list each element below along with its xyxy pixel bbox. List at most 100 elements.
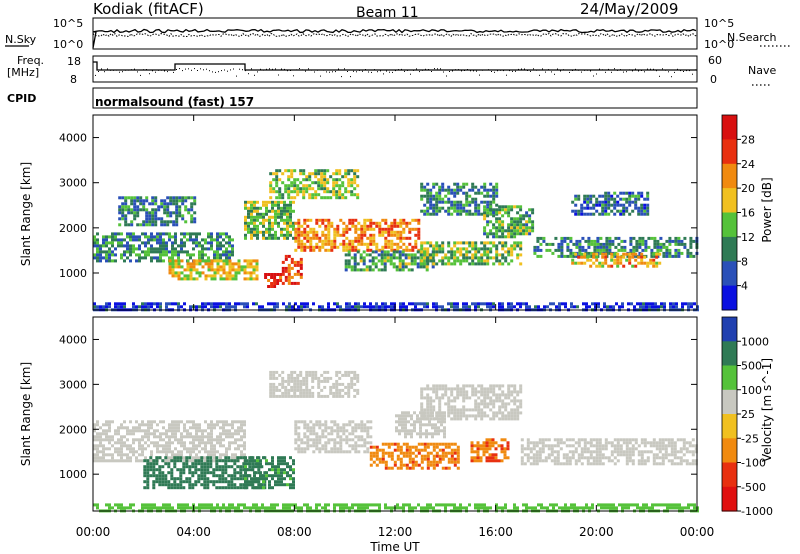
heatmap-cell — [351, 429, 355, 433]
heatmap-cell — [192, 447, 195, 451]
heatmap-cell — [423, 256, 427, 260]
heatmap-cell — [247, 224, 250, 228]
heatmap-cell — [153, 247, 156, 251]
heatmap-cell — [583, 200, 587, 204]
heatmap-cell — [323, 190, 327, 194]
heatmap-cell — [177, 244, 180, 248]
heatmap-cell — [247, 215, 250, 219]
nave-point — [461, 70, 462, 72]
heatmap-cell — [165, 429, 168, 433]
heatmap-cell — [345, 438, 349, 442]
heatmap-cell — [108, 459, 111, 463]
heatmap-cell — [105, 438, 108, 442]
heatmap-cell — [510, 305, 513, 309]
heatmap-cell — [342, 227, 346, 231]
heatmap-cell — [243, 420, 246, 424]
heatmap-cell — [231, 305, 234, 309]
nave-point — [410, 73, 411, 75]
heatmap-cell — [222, 506, 225, 510]
heatmap-cell — [300, 420, 304, 424]
heatmap-cell — [456, 305, 459, 309]
nave-point — [266, 68, 267, 70]
heatmap-cell — [195, 453, 198, 457]
heatmap-cell — [668, 239, 672, 243]
heatmap-cell — [171, 244, 174, 248]
heatmap-cell — [422, 423, 425, 427]
heatmap-cell — [253, 224, 256, 228]
heatmap-cell — [557, 254, 561, 258]
heatmap-cell — [262, 212, 265, 216]
heatmap-cell — [353, 169, 357, 173]
heatmap-cell — [246, 506, 249, 510]
heatmap-cell — [525, 506, 528, 510]
heatmap-cell — [152, 468, 156, 472]
heatmap-cell — [174, 420, 177, 424]
heatmap-cell — [507, 302, 510, 306]
heatmap-cell — [108, 253, 111, 257]
heatmap-cell — [489, 220, 493, 224]
heatmap-cell — [318, 438, 322, 442]
heatmap-cell — [470, 441, 474, 445]
heatmap-cell — [652, 258, 656, 262]
heatmap-cell — [369, 236, 373, 240]
heatmap-cell — [124, 205, 128, 209]
heatmap-cell — [248, 456, 252, 460]
heatmap-cell — [129, 450, 132, 454]
heatmap-cell — [447, 256, 451, 260]
heatmap-cell — [114, 259, 117, 263]
heatmap-cell — [333, 429, 337, 433]
heatmap-cell — [393, 233, 397, 237]
heatmap-cell — [653, 236, 657, 240]
heatmap-cell — [366, 435, 370, 439]
heatmap-cell — [317, 193, 321, 197]
heatmap-cell — [155, 468, 159, 472]
heatmap-cell — [240, 435, 243, 439]
heatmap-cell — [268, 483, 271, 487]
heatmap-cell — [519, 244, 523, 248]
heatmap-cell — [99, 438, 102, 442]
heatmap-cell — [234, 274, 238, 278]
heatmap-cell — [396, 245, 400, 249]
heatmap-cell — [201, 247, 204, 251]
heatmap-cell — [108, 241, 111, 245]
heatmap-cell — [231, 277, 235, 281]
heatmap-cell — [395, 250, 399, 254]
heatmap-cell — [578, 242, 582, 246]
heatmap-cell — [290, 370, 294, 374]
heatmap-cell — [190, 217, 194, 221]
heatmap-cell — [483, 211, 487, 215]
heatmap-cell — [643, 209, 647, 213]
heatmap-cell — [357, 221, 361, 225]
velocity-heatmap — [93, 370, 699, 513]
heatmap-cell — [607, 264, 611, 268]
heatmap-cell — [665, 254, 669, 258]
nave-point — [113, 69, 114, 71]
heatmap-cell — [625, 209, 629, 213]
heatmap-cell — [240, 265, 244, 269]
heatmap-cell — [519, 223, 523, 227]
heatmap-cell — [378, 248, 382, 252]
heatmap-cell — [483, 250, 487, 254]
heatmap-cell — [283, 218, 286, 222]
heatmap-cell — [444, 466, 448, 470]
heatmap-cell — [120, 441, 123, 445]
heatmap-cell — [273, 503, 276, 507]
heatmap-cell — [366, 227, 370, 231]
heatmap-cell — [659, 248, 663, 252]
heatmap-cell — [683, 236, 687, 240]
heatmap-cell — [578, 248, 582, 252]
heatmap-cell — [114, 450, 117, 454]
heatmap-cell — [404, 429, 407, 433]
heatmap-cell — [435, 451, 439, 455]
heatmap-cell — [309, 227, 313, 231]
heatmap-cell — [287, 388, 291, 392]
heatmap-cell — [120, 506, 123, 510]
heatmap-cell — [336, 227, 340, 231]
heatmap-cell — [244, 236, 247, 240]
heatmap-cell — [315, 420, 319, 424]
heatmap-cell — [216, 265, 220, 269]
heatmap-cell — [622, 212, 626, 216]
heatmap-cell — [380, 253, 384, 257]
heatmap-cell — [429, 188, 433, 192]
heatmap-cell — [323, 169, 327, 173]
